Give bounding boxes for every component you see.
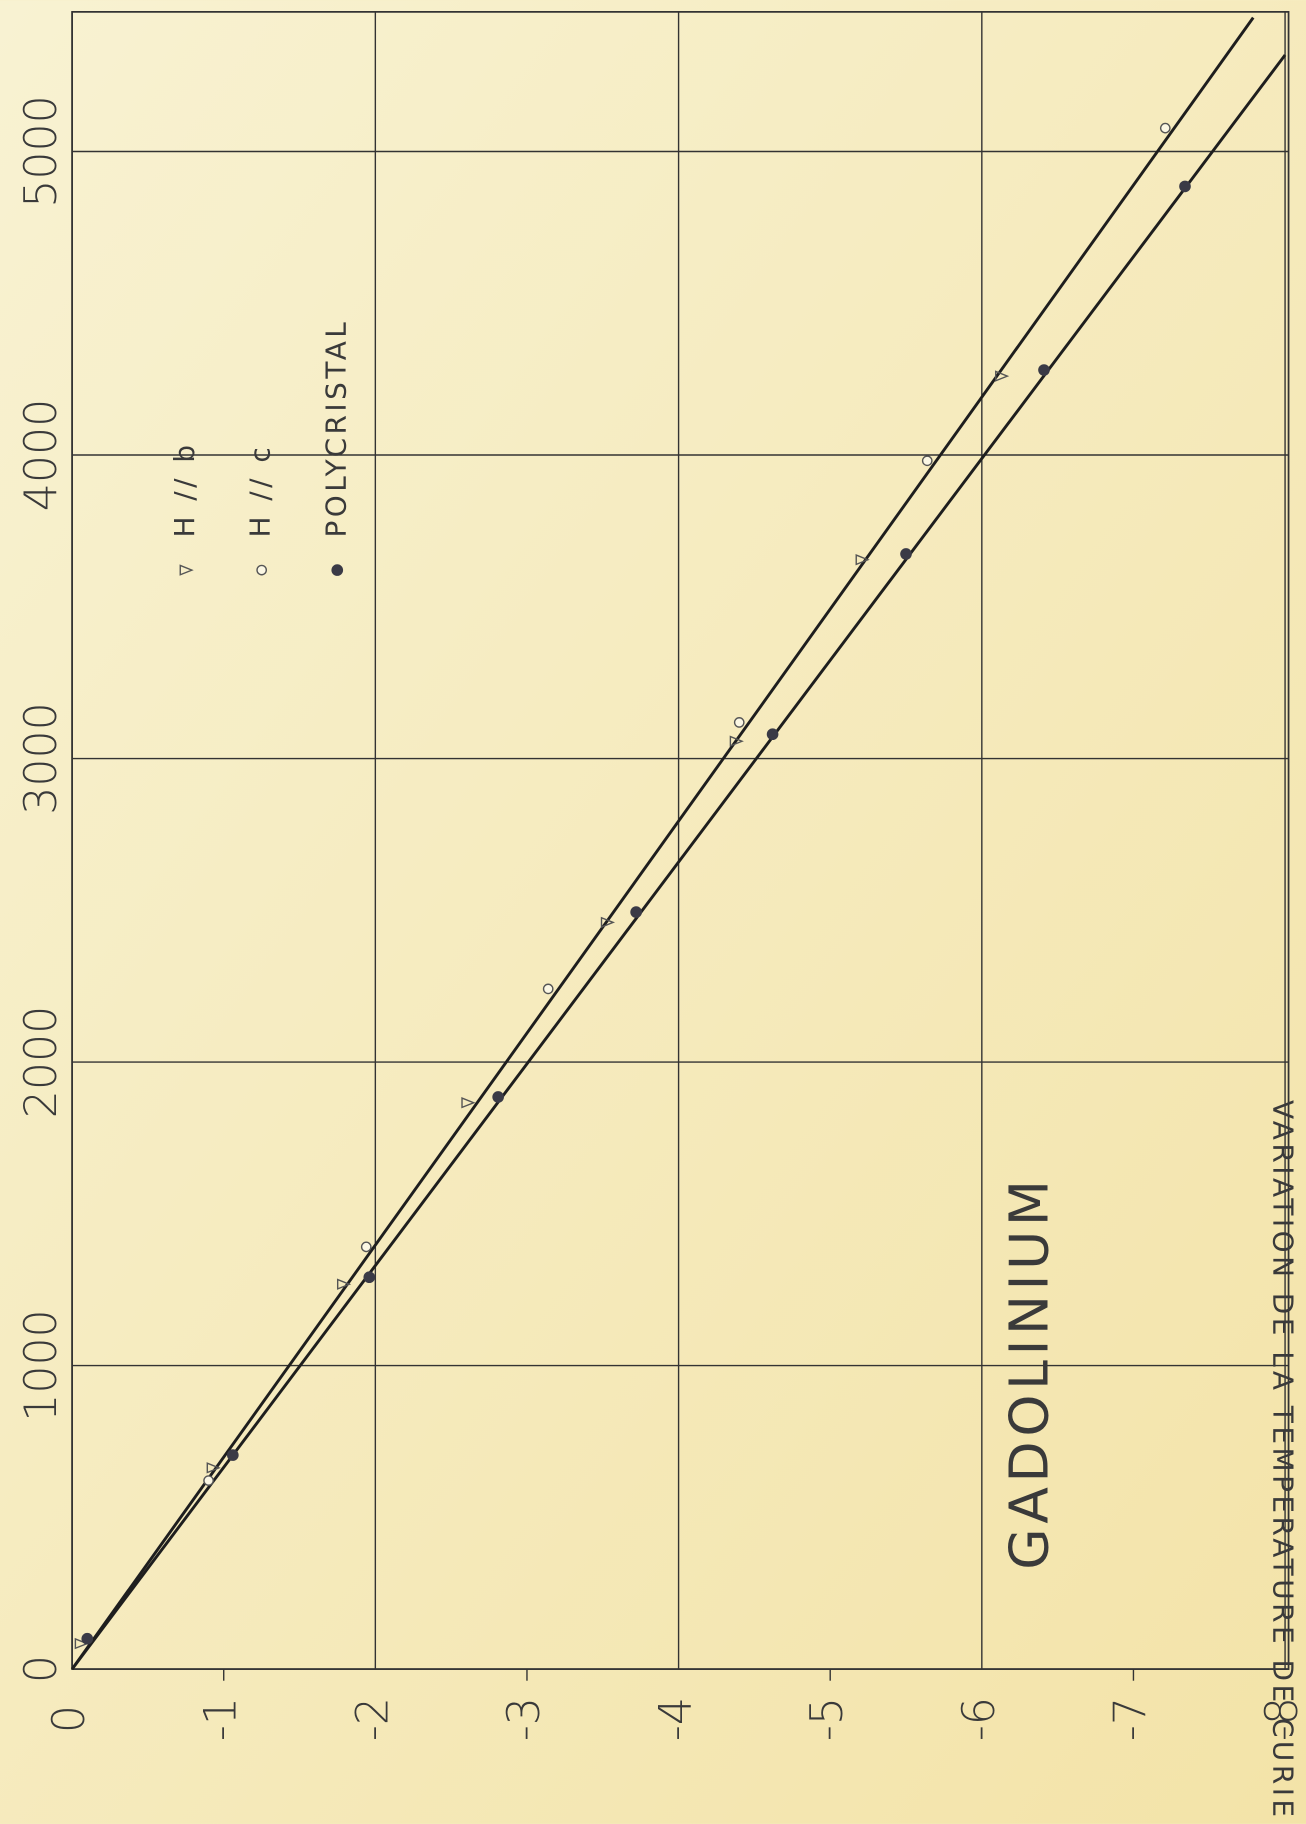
point: [630, 906, 642, 918]
x-tick-label: 4000: [16, 399, 67, 511]
legend-label: H // c: [244, 444, 277, 538]
x-tick-label: 3000: [16, 702, 67, 814]
point: [74, 1637, 89, 1650]
legend-label: H // b: [168, 441, 201, 537]
y-tick-label: -6: [954, 1697, 1005, 1741]
point: [1038, 364, 1050, 376]
point: [542, 983, 554, 995]
point: [461, 1097, 476, 1109]
point: [227, 1449, 239, 1461]
legend-label: POLYCRISTAL: [319, 319, 352, 538]
point: [363, 1271, 376, 1284]
y-tick-label: -8: [1257, 1697, 1306, 1741]
legend-marker: [179, 564, 194, 576]
legend-marker: [331, 564, 344, 576]
point: [360, 1241, 372, 1253]
y-tick-label: -1: [196, 1697, 247, 1741]
x-tick-label: 0: [16, 1655, 67, 1683]
point: [855, 554, 870, 566]
plot: 0 1000 2000 3000 4000 5000 0 -1 -2 -3 -4 -5 -6 -7 -8VA…: [16, 11, 1306, 1824]
point: [1159, 122, 1171, 134]
x-tick-label: 5000: [16, 95, 67, 207]
point: [921, 455, 933, 467]
point: [203, 1475, 214, 1486]
point: [900, 548, 912, 560]
x-tick-label: 2000: [16, 1006, 67, 1118]
point: [729, 735, 744, 747]
point: [600, 916, 616, 929]
y-axis-title: VARIATION DE LA TEMPERATURE DE CURIE (°K…: [1267, 1100, 1300, 1824]
y-tick-label: -4: [651, 1697, 702, 1741]
y-tick-label: -2: [347, 1697, 398, 1741]
legend-marker: [256, 564, 268, 576]
annotation: GADOLINIUM: [997, 1175, 1060, 1569]
y-tick-label: -5: [802, 1697, 853, 1741]
fit-line: [70, 16, 1255, 1670]
y-tick-label: 0: [44, 1705, 95, 1733]
point: [766, 728, 779, 741]
point: [336, 1278, 352, 1290]
x-tick-label: 1000: [16, 1309, 67, 1421]
y-tick-label: -3: [499, 1697, 550, 1741]
y-tick-label: -7: [1105, 1697, 1156, 1741]
fit-line: [70, 54, 1287, 1670]
point: [1179, 180, 1191, 193]
point: [81, 1632, 94, 1645]
point: [995, 370, 1010, 382]
point: [206, 1462, 221, 1474]
point: [733, 717, 745, 728]
point: [492, 1091, 504, 1103]
